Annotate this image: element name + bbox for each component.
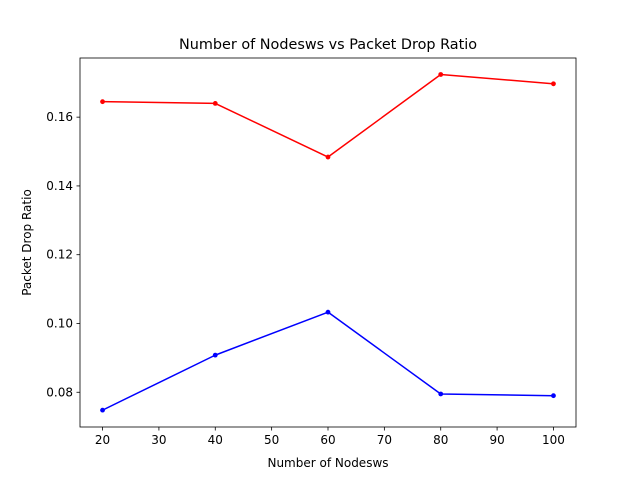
data-point	[212, 352, 218, 358]
data-point	[438, 72, 444, 77]
chart-title: Number of Nodesws vs Packet Drop Ratio	[179, 37, 477, 53]
data-point	[551, 81, 556, 87]
data-point	[551, 393, 556, 399]
y-axis: 0.08 0.10 0.12 0.14 0.16	[46, 110, 80, 399]
x-axis: 20 30 40 50 60 70 80 90 100	[95, 427, 565, 447]
data-point	[438, 391, 444, 397]
y-tick-label: 0.08	[46, 385, 73, 399]
x-axis-label: Number of Nodesws	[267, 456, 388, 470]
series-line-2	[101, 311, 555, 412]
x-tick-label: 80	[433, 433, 448, 447]
y-axis-label: Packet Drop Ratio	[20, 189, 34, 296]
x-tick-label: 20	[95, 433, 110, 447]
data-point	[325, 154, 331, 160]
y-tick-label: 0.10	[46, 316, 73, 330]
x-tick-label: 70	[377, 433, 392, 447]
data-point	[325, 309, 331, 315]
x-tick-label: 60	[320, 433, 335, 447]
x-tick-label: 90	[489, 433, 504, 447]
x-tick-label: 100	[542, 433, 565, 447]
y-tick-label: 0.16	[46, 110, 73, 124]
x-tick-label: 40	[208, 433, 223, 447]
y-tick-label: 0.12	[46, 248, 73, 262]
x-tick-label: 50	[264, 433, 279, 447]
data-point	[212, 100, 218, 106]
plot-frame	[79, 57, 577, 428]
plot-area	[100, 72, 556, 413]
data-point	[100, 99, 105, 105]
x-tick-label: 30	[151, 433, 166, 447]
y-tick-label: 0.14	[46, 179, 73, 193]
series-line-1	[101, 73, 555, 158]
data-point	[100, 407, 105, 413]
